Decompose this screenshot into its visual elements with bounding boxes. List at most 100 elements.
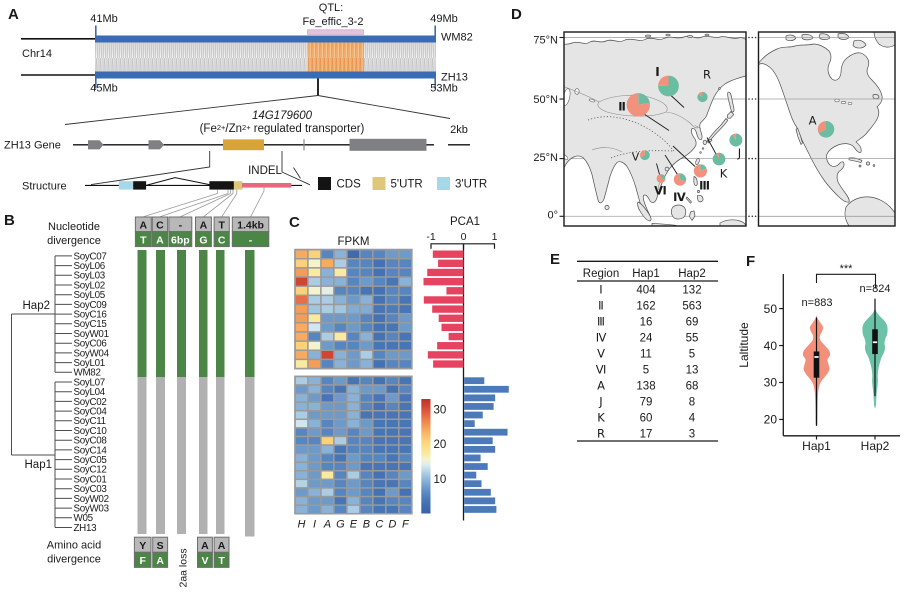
table-cell-4-2: 5 — [689, 349, 695, 361]
heatmap-cell-hap1-8-1 — [307, 444, 322, 455]
table-cell-6-1: 138 — [636, 381, 655, 393]
heatmap-cell-hap1-9-7 — [385, 452, 400, 463]
soy-line-label-SoyC02: SoyC02 — [74, 397, 107, 408]
heatmap-cell-hap1-3-5 — [359, 401, 374, 412]
heatmap-cell-hap1-4-0 — [294, 410, 309, 421]
panel-b-letter: B — [4, 212, 15, 229]
heatmap-cell-hap1-14-1 — [307, 495, 322, 506]
heatmap-cell-hap1-13-3 — [333, 487, 348, 498]
great-lakes-item-1 — [840, 101, 847, 104]
heatmap-cell-hap1-4-5 — [359, 410, 374, 421]
allele-box-zh13-5 — [231, 231, 270, 248]
variant-fan-lines — [143, 187, 265, 218]
heatmap-cell-hap2-0-0 — [294, 248, 309, 260]
heatmap-cell-hap2-8-8 — [398, 322, 413, 333]
heatmap-cell-hap1-11-5 — [359, 470, 374, 481]
heatmap-cell-hap2-3-8 — [398, 276, 413, 287]
panel-f-latitude-violin: F 50 40 30 20 Hap1 Hap2 n=883 n=824 *** Laltitud… — [737, 253, 900, 453]
heatmap-cell-hap2-9-7 — [385, 331, 400, 342]
heatmap-cell-hap1-14-4 — [346, 495, 361, 506]
hap1-column-4 — [216, 377, 225, 534]
heatmap-cell-hap2-4-2 — [320, 285, 335, 297]
soy-line-label-SoyW03: SoyW03 — [74, 504, 110, 515]
aa-bottom-3: T — [218, 555, 225, 567]
allele-wm82-5: 1.4kb — [237, 219, 264, 231]
heatmap-cell-hap2-2-2 — [320, 267, 335, 278]
table-cell-5-0: Ⅵ — [596, 363, 607, 377]
leader-line-II — [643, 113, 670, 131]
heatmap-cell-hap2-0-3 — [333, 248, 348, 260]
heatmap-cell-hap2-11-6 — [372, 349, 387, 361]
pie-hap1-wedge-Ⅲ — [700, 164, 707, 171]
structure-legend: CDS 5'UTR 3'UTR — [318, 177, 487, 191]
heatmap-cell-hap1-6-8 — [398, 427, 413, 438]
heatmap-cell-hap2-0-5 — [359, 248, 374, 260]
map-connector-dots-item-9 — [748, 215, 750, 218]
sulawesi-island — [689, 210, 696, 221]
heatmap-cell-hap2-3-7 — [385, 276, 400, 287]
legend-utr5-label: 5'UTR — [391, 179, 423, 191]
heatmap-cell-hap2-10-5 — [359, 340, 374, 351]
heatmap-cell-hap1-8-4 — [346, 444, 361, 455]
soy-line-label-SoyC09: SoyC09 — [74, 300, 107, 311]
lat-label-50n: 50°N — [533, 94, 558, 106]
gene-desc-label: (Fe2+/Zn2+ regulated transporter) — [200, 123, 365, 135]
eurasia-mainland — [564, 35, 746, 221]
heatmap-cell-hap1-7-5 — [359, 435, 374, 446]
heatmap-cell-hap1-3-6 — [372, 401, 387, 412]
allele-box-zh13-2 — [168, 231, 193, 248]
region-pie-R — [697, 91, 708, 103]
hainan-island — [664, 166, 670, 172]
heatmap-cell-hap2-0-8 — [398, 248, 413, 260]
map-connector-dots — [748, 36, 757, 218]
heatmap-cell-hap2-7-4 — [346, 312, 361, 324]
aa-bottom-1: A — [156, 555, 164, 567]
violin-median-Hap2 — [872, 341, 878, 344]
structure-zoom-line-left — [90, 151, 211, 186]
soy-line-label-SoyW04: SoyW04 — [74, 348, 110, 359]
panel-f-letter: F — [746, 253, 755, 270]
heatmap-cell-hap2-2-1 — [307, 267, 322, 278]
soy-line-label-WM82: WM82 — [74, 368, 101, 379]
heatmap-cell-hap1-8-6 — [372, 444, 387, 455]
heatmap-cell-hap2-6-3 — [333, 303, 348, 315]
heatmap-cell-hap2-7-6 — [372, 312, 387, 324]
leader-line-IV — [664, 154, 678, 175]
violin-n-hap1: n=883 — [802, 297, 833, 309]
heatmap-cell-hap1-1-0 — [294, 384, 309, 395]
region-label-Ⅵ: Ⅵ — [654, 184, 667, 198]
heatmap-cell-hap2-1-6 — [372, 258, 387, 269]
heatmap-cell-hap1-13-2 — [320, 487, 335, 498]
heatmap-cell-hap2-0-1 — [307, 248, 322, 260]
pca-bar-hap1-15 — [464, 506, 497, 513]
heatmap-cell-hap1-7-8 — [398, 435, 413, 446]
pie-hap2-wedge-Ⅲ — [693, 164, 708, 178]
heatmap-cell-hap1-11-2 — [320, 470, 335, 481]
heatmap-cell-hap1-5-7 — [385, 418, 400, 429]
heatmap-cell-hap1-3-4 — [346, 401, 361, 412]
heatmap-cell-hap1-13-0 — [294, 487, 309, 498]
heatmap-cell-hap1-7-6 — [372, 435, 387, 446]
heatmap-cell-hap1-15-0 — [294, 504, 309, 515]
pie-hap1-wedge-K — [712, 152, 726, 166]
heatmap-cell-hap1-8-2 — [320, 444, 335, 455]
soy-line-label-SoyC12: SoyC12 — [74, 465, 107, 476]
gene-track-label: ZH13 Gene — [4, 140, 61, 152]
haplotype-tree: SoyC07SoyL06SoyL03SoyL02SoyL05SoyC09SoyC… — [11, 251, 110, 534]
north-america-mainland — [758, 43, 883, 203]
allele-zh13-2: 6bp — [171, 234, 190, 246]
arctic-islet-2 — [665, 33, 671, 37]
heatmap-cell-hap1-7-4 — [346, 435, 361, 446]
cuba-island — [848, 157, 863, 163]
heatmap-cell-hap2-3-4 — [346, 276, 361, 287]
heatmap-cell-hap1-1-3 — [333, 384, 348, 395]
asia-map — [564, 32, 746, 226]
aa-top-0: Y — [139, 540, 146, 552]
heatmap-cell-hap2-12-1 — [307, 358, 322, 370]
heatmap-cell-hap2-2-4 — [346, 267, 361, 278]
violin-ytick-label-50: 50 — [764, 302, 778, 316]
synteny-highlight-region — [308, 42, 364, 72]
indel-leader-line — [293, 167, 301, 179]
heatmap-cell-hap2-8-3 — [333, 322, 348, 333]
